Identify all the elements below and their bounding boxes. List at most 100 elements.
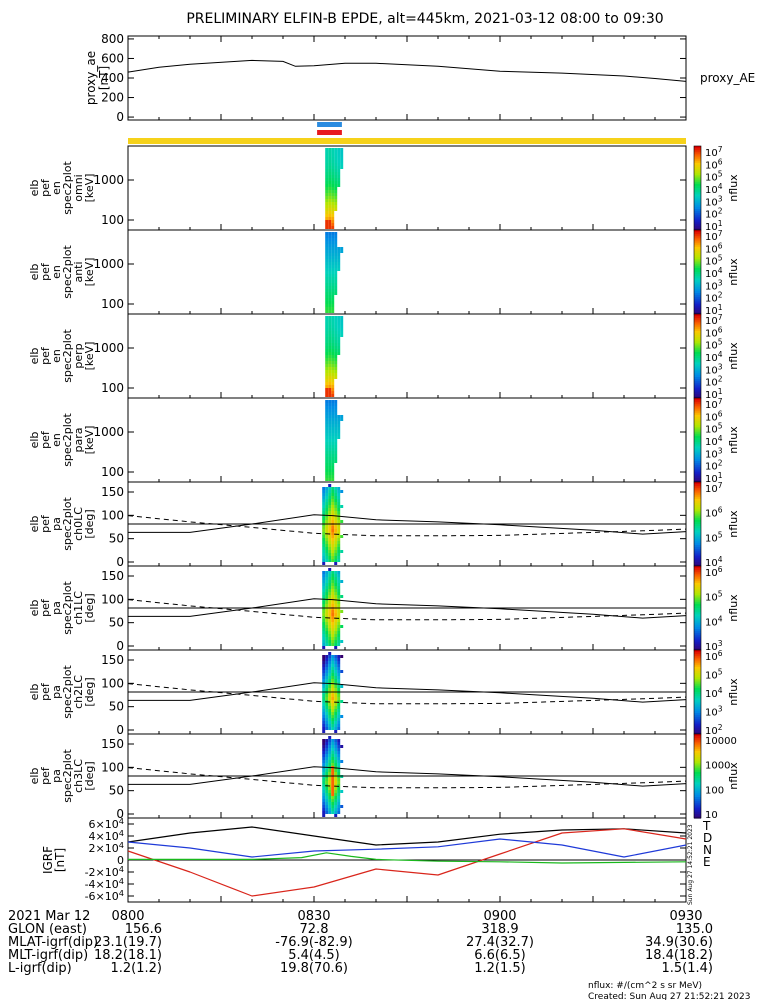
spectrogram-cell	[322, 556, 326, 559]
spectrogram-cell	[334, 685, 338, 688]
y-label-line: [deg]	[83, 677, 96, 706]
spectrogram-cell	[337, 535, 341, 538]
spectrogram-cell	[340, 247, 344, 250]
spectrogram-cell	[325, 211, 329, 214]
spectrogram-cell	[322, 751, 326, 754]
spectrogram-cell	[337, 520, 341, 523]
spectrogram-cell	[331, 724, 335, 727]
spectrogram-cell	[325, 547, 329, 550]
spectrogram-cell	[337, 586, 341, 589]
ephemeris-table: GLON (east) 156.6 72.8 318.9 135.0MLAT-igrf(…	[8, 922, 713, 976]
y-label-line: [deg]	[83, 509, 96, 538]
spectrogram-cell	[322, 778, 326, 781]
y-label-line: IGRF	[41, 846, 55, 874]
y-label-line: elb	[28, 600, 41, 617]
y-label-line: spec2plot	[61, 497, 74, 551]
spectrogram-cell	[328, 478, 332, 481]
spectrogram-cell	[331, 586, 335, 589]
colorbar-step	[694, 358, 701, 361]
spectrogram-cell	[331, 346, 335, 349]
spectrogram-cell	[328, 286, 332, 289]
spectrogram-cell	[328, 211, 332, 214]
colorbar-step	[694, 763, 701, 767]
spectrogram-cell	[331, 760, 335, 763]
spectrogram-cell	[328, 253, 332, 256]
spectrogram-cell	[337, 694, 341, 697]
spectrogram-cell	[328, 736, 332, 739]
colorbar-step	[694, 435, 701, 439]
spectrogram-cell	[334, 637, 338, 640]
spectrogram-cell	[328, 346, 332, 349]
colorbar-step	[694, 238, 701, 242]
spectrogram-cell	[328, 499, 332, 502]
spectrogram-cell	[331, 697, 335, 700]
colorbar-step	[694, 255, 701, 258]
colorbar-step	[694, 780, 701, 783]
spectrogram-cell	[328, 580, 332, 583]
spectrogram-cell	[337, 154, 341, 157]
spectrogram-cell	[328, 364, 332, 367]
spectrogram-cell	[337, 802, 341, 805]
spectrogram-cell	[325, 586, 329, 589]
spectrogram-cell	[325, 427, 329, 430]
spectrogram-cell	[325, 751, 329, 754]
spectrogram-cell	[322, 625, 326, 628]
spectrogram-cell	[331, 427, 335, 430]
ephemeris-value: 27.4(32.7)	[466, 935, 534, 950]
spectrogram-cell	[328, 289, 332, 292]
colorbar-step	[694, 360, 701, 363]
colorbar-step	[694, 404, 701, 407]
spectrogram-cell	[337, 790, 341, 793]
spectrogram-cell	[331, 595, 335, 598]
spectrogram-cell	[322, 553, 326, 556]
spectrogram-cell	[328, 220, 332, 223]
spectrogram-cell	[328, 169, 332, 172]
colorbar-step	[694, 708, 701, 712]
ephemeris-row-label: MLT-igrf(dip)	[8, 948, 88, 963]
colorbar-step	[694, 673, 701, 676]
proxy-ae-frame	[127, 35, 687, 121]
spectrogram-cell	[331, 460, 335, 463]
colorbar-step	[694, 337, 701, 340]
colorbar-label: nflux	[727, 762, 740, 790]
spectrogram-cell	[337, 259, 341, 262]
spectrogram-cell	[328, 493, 332, 496]
spectrogram-cell	[325, 496, 329, 499]
spectrogram-cell	[322, 655, 326, 658]
spectrogram-cell	[334, 760, 338, 763]
colorbar-step	[694, 654, 701, 657]
colorbar-step	[694, 303, 701, 307]
y-label-line: pa	[50, 685, 63, 699]
spectrogram-cell	[328, 280, 332, 283]
colorbar-step	[694, 217, 701, 221]
colorbar-step	[694, 402, 701, 405]
colorbar-step	[694, 169, 701, 172]
spectrogram-cell	[325, 238, 329, 241]
spectrogram-cell	[322, 562, 326, 565]
colorbar-tick-label: 106	[705, 157, 723, 171]
spectrogram-cell	[325, 517, 329, 520]
spectrogram-cell	[325, 340, 329, 343]
colorbar-step	[694, 494, 701, 498]
spectrogram-cell	[334, 289, 338, 292]
spectrogram-cell	[322, 811, 326, 814]
spectrogram-cell	[328, 160, 332, 163]
colorbar-step	[694, 154, 701, 158]
spectrogram-cell	[322, 577, 326, 580]
spectrogram-cell	[325, 658, 329, 661]
spectrogram-cell	[328, 265, 332, 268]
spectrogram-cell	[334, 262, 338, 265]
spectrogram-cell	[334, 613, 338, 616]
spectrogram-cell	[328, 322, 332, 325]
spectrogram-cell	[328, 337, 332, 340]
y-axis-label: proxy_ae [nT]	[84, 51, 111, 105]
spectrogram-cell	[331, 661, 335, 664]
spectrogram-cell	[322, 583, 326, 586]
spectrogram-cell	[340, 316, 344, 319]
spectrogram-cell	[328, 583, 332, 586]
spectrogram-cell	[331, 250, 335, 253]
spectrogram-cell	[337, 727, 341, 730]
spectrogram-cell	[325, 763, 329, 766]
